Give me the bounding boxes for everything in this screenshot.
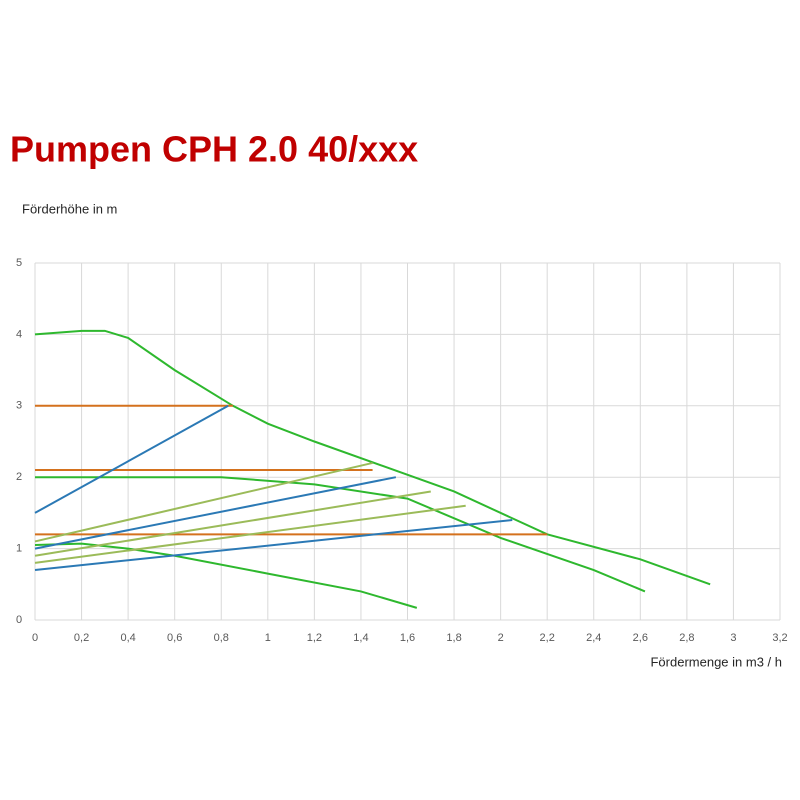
x-tick-label: 0,4: [120, 632, 135, 644]
x-tick-label: 1,4: [353, 632, 368, 644]
pump-curve: [34, 504, 466, 564]
x-tick-label: 1,8: [446, 632, 461, 644]
y-tick-label: 0: [16, 614, 22, 626]
x-tick-label: 2,6: [633, 632, 648, 644]
y-tick-label: 2: [16, 471, 22, 483]
x-tick-label: 1,2: [307, 632, 322, 644]
pump-curve: [34, 461, 373, 543]
y-axis-label: Förderhöhe in m: [22, 201, 117, 216]
y-tick-label: 4: [16, 328, 22, 340]
pump-curve: [34, 404, 229, 514]
x-tick-label: 1,6: [400, 632, 415, 644]
x-tick-label: 2,2: [540, 632, 555, 644]
pump-curve: [34, 476, 397, 550]
x-tick-label: 3: [730, 632, 736, 644]
x-tick-label: 2,8: [679, 632, 694, 644]
pump-curve: [34, 542, 418, 609]
pump-curve: [35, 476, 646, 593]
x-tick-label: 0,6: [167, 632, 182, 644]
chart-title: Pumpen CPH 2.0 40/xxx: [10, 129, 418, 170]
x-tick-label: 1: [265, 632, 271, 644]
y-tick-label: 1: [16, 543, 22, 555]
pump-curve: [34, 490, 431, 557]
y-tick-label: 3: [16, 400, 22, 412]
x-tick-label: 3,2: [772, 632, 787, 644]
y-tick-label: 5: [16, 257, 22, 269]
x-tick-label: 2: [498, 632, 504, 644]
pump-curve: [34, 519, 513, 572]
x-tick-label: 0,2: [74, 632, 89, 644]
x-axis-label: Fördermenge in m3 / h: [650, 654, 782, 669]
x-tick-label: 0,8: [214, 632, 229, 644]
x-tick-label: 2,4: [586, 632, 601, 644]
x-tick-label: 0: [32, 632, 38, 644]
